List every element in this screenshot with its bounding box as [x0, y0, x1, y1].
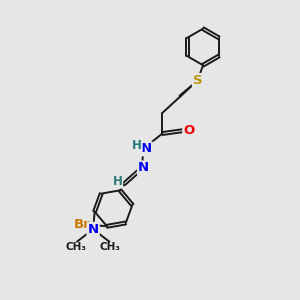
Text: S: S: [193, 74, 202, 87]
Text: N: N: [141, 142, 152, 155]
Text: CH₃: CH₃: [66, 242, 87, 252]
Text: H: H: [132, 139, 142, 152]
Text: N: N: [88, 223, 99, 236]
Text: Br: Br: [74, 218, 91, 231]
Text: N: N: [138, 161, 149, 175]
Text: H: H: [112, 175, 122, 188]
Text: CH₃: CH₃: [100, 242, 121, 252]
Text: O: O: [183, 124, 194, 137]
